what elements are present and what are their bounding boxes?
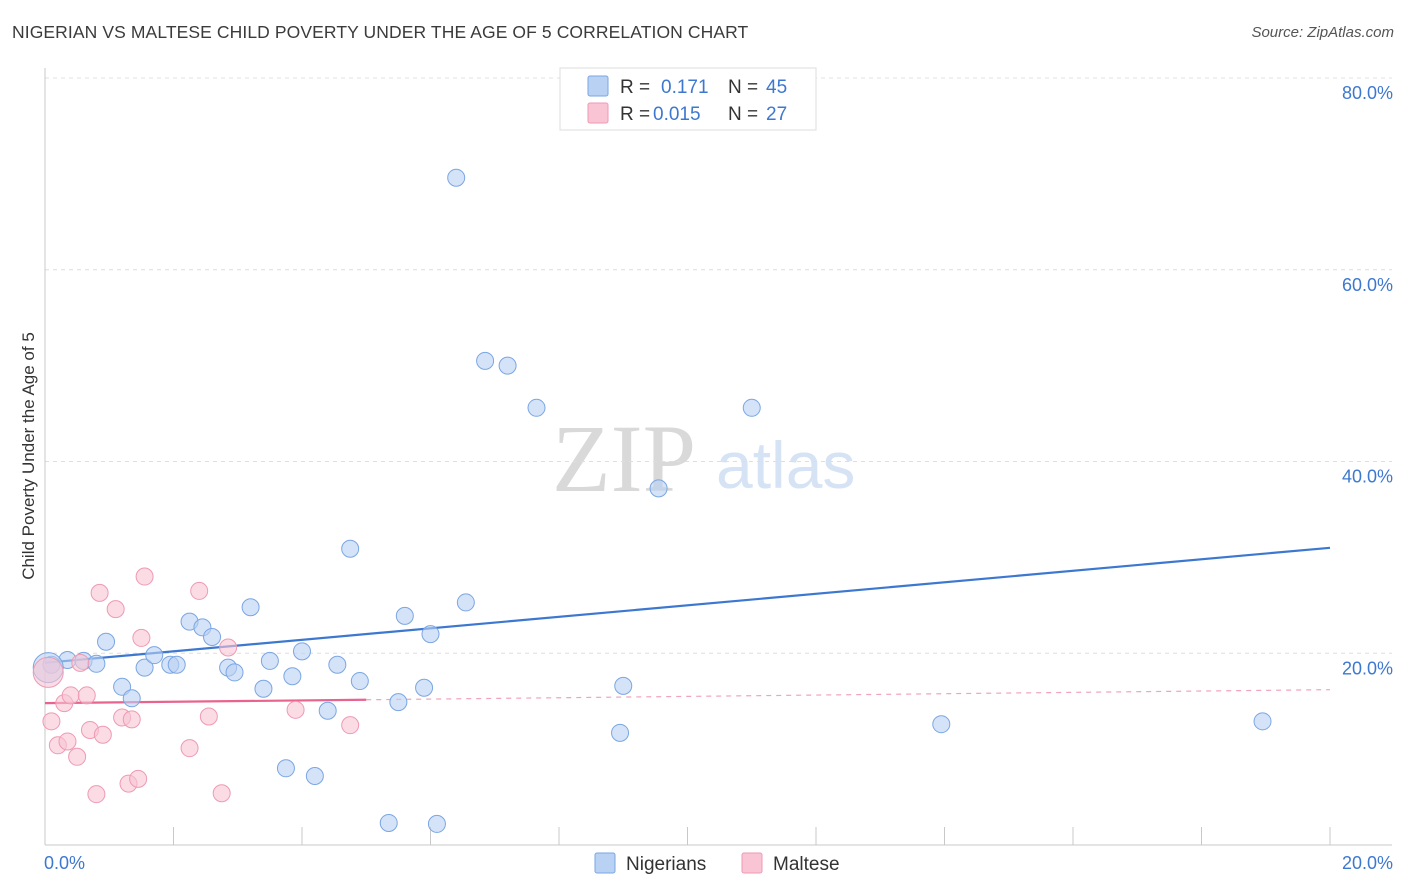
point-nigerians xyxy=(527,398,546,417)
point-nigerians xyxy=(87,654,106,673)
point-nigerians xyxy=(135,658,154,677)
legend-r-label-2: R = xyxy=(620,104,650,125)
point-maltese xyxy=(68,747,87,766)
source-credit: Source: ZipAtlas.com xyxy=(1251,24,1394,41)
grid-lines xyxy=(45,77,1392,654)
point-maltese xyxy=(87,785,106,804)
point-nigerians xyxy=(476,351,495,370)
bottom-legend-swatch-maltese xyxy=(741,852,763,874)
x-ticks xyxy=(44,827,1331,845)
point-maltese xyxy=(180,739,199,758)
point-nigerians xyxy=(932,715,951,734)
point-nigerians xyxy=(427,814,446,833)
y-tick-label: 60.0% xyxy=(1342,275,1393,295)
legend-r-label-1: R = xyxy=(620,77,650,98)
point-nigerians xyxy=(350,672,369,691)
point-maltese xyxy=(93,725,112,744)
y-tick-label: 80.0% xyxy=(1342,83,1393,103)
point-maltese xyxy=(190,581,209,600)
bottom-legend-label-maltese: Maltese xyxy=(773,854,840,875)
point-nigerians xyxy=(203,627,222,646)
point-maltese xyxy=(129,769,148,788)
y-axis-title: Child Poverty Under the Age of 5 xyxy=(19,332,38,580)
point-nigerians xyxy=(415,678,434,697)
point-maltese xyxy=(61,686,80,705)
point-maltese xyxy=(32,656,64,688)
legend-swatch-maltese xyxy=(587,102,609,124)
point-maltese xyxy=(199,707,218,726)
point-maltese xyxy=(58,732,77,751)
trend-lines xyxy=(44,546,1331,705)
watermark-zip: ZIP xyxy=(552,405,696,512)
point-maltese xyxy=(286,700,305,719)
x-tick-label: 0.0% xyxy=(44,853,85,873)
point-nigerians xyxy=(456,593,475,612)
point-nigerians xyxy=(293,642,311,661)
point-maltese xyxy=(341,716,360,735)
point-nigerians xyxy=(1253,712,1272,731)
x-tick-label: 20.0% xyxy=(1342,853,1393,873)
watermark-atlas: atlas xyxy=(716,428,855,502)
legend-swatch-nigerians xyxy=(587,75,609,97)
point-nigerians xyxy=(328,655,347,674)
point-maltese xyxy=(132,628,151,647)
point-nigerians xyxy=(395,606,414,625)
point-nigerians xyxy=(276,759,295,778)
bottom-legend-swatch-nigerians xyxy=(594,852,616,874)
legend-r-value-2: 0.015 xyxy=(653,104,701,125)
point-maltese xyxy=(90,583,109,602)
legend-n-label-1: N = xyxy=(728,77,758,98)
point-nigerians xyxy=(421,625,440,644)
point-nigerians xyxy=(167,655,186,674)
point-nigerians xyxy=(113,677,132,696)
point-nigerians xyxy=(341,539,360,558)
y-tick-labels: 20.0% 40.0% 60.0% 80.0% xyxy=(1342,83,1393,678)
trend-line-nigerians xyxy=(44,546,1331,664)
point-maltese xyxy=(135,567,154,586)
chart-title: NIGERIAN VS MALTESE CHILD POVERTY UNDER … xyxy=(12,22,749,42)
point-nigerians xyxy=(318,701,337,720)
point-maltese xyxy=(42,712,61,731)
point-nigerians xyxy=(225,663,244,682)
point-nigerians xyxy=(145,646,164,665)
point-nigerians xyxy=(611,723,630,742)
point-maltese xyxy=(122,710,141,729)
y-tick-label: 20.0% xyxy=(1342,658,1393,678)
point-maltese xyxy=(219,638,238,657)
point-nigerians xyxy=(241,598,260,617)
y-tick-label: 40.0% xyxy=(1342,467,1393,487)
point-nigerians xyxy=(649,479,668,498)
correlation-legend: R = 0.171 N = 45 R = 0.015 N = 27 xyxy=(559,67,817,131)
point-maltese xyxy=(106,600,125,619)
point-nigerians xyxy=(614,676,633,695)
point-nigerians xyxy=(389,693,408,712)
point-nigerians xyxy=(122,689,141,708)
legend-n-value-1: 45 xyxy=(766,77,787,98)
point-nigerians xyxy=(379,813,398,832)
data-points xyxy=(32,168,1272,833)
legend-n-value-2: 27 xyxy=(766,104,787,125)
point-nigerians xyxy=(283,667,302,686)
point-maltese xyxy=(71,653,90,672)
point-nigerians xyxy=(305,766,324,785)
legend-n-label-2: N = xyxy=(728,104,758,125)
point-nigerians xyxy=(260,651,279,670)
bottom-legend-label-nigerians: Nigerians xyxy=(626,854,706,875)
point-nigerians xyxy=(97,632,116,651)
point-nigerians xyxy=(742,398,761,417)
point-maltese xyxy=(77,686,96,705)
x-tick-labels: 0.0% 20.0% xyxy=(44,853,1393,873)
point-nigerians xyxy=(447,168,466,187)
series-legend: Nigerians Maltese xyxy=(594,852,840,875)
point-nigerians xyxy=(254,679,273,698)
point-nigerians xyxy=(498,356,517,375)
legend-r-value-1: 0.171 xyxy=(661,77,709,98)
trend-line-maltese xyxy=(44,698,367,705)
point-maltese xyxy=(212,784,231,803)
trend-line-maltese-extension xyxy=(366,689,1331,701)
